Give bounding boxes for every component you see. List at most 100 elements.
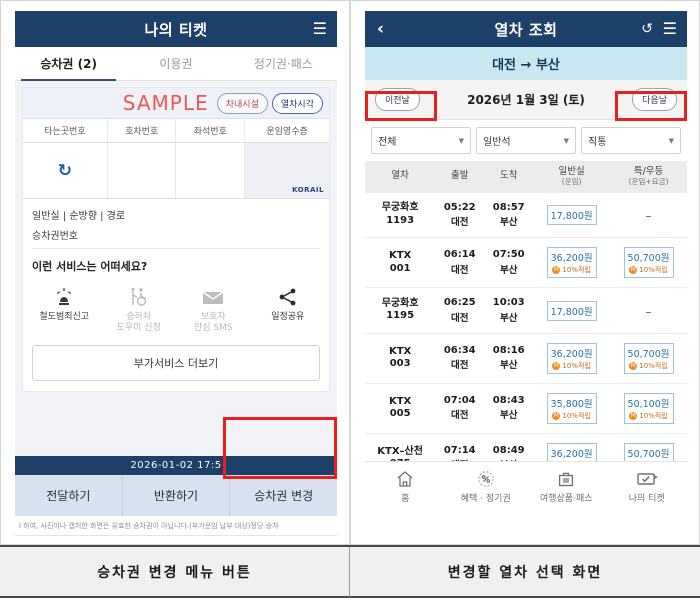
train-number: 005 bbox=[389, 408, 411, 420]
nav-travel[interactable]: 여행상품·패스 bbox=[526, 467, 607, 504]
train-schedule-button[interactable]: 열차시각 bbox=[271, 92, 323, 114]
cell-platform[interactable]: ↻ bbox=[23, 142, 108, 199]
page-title: 나의 티켓 bbox=[144, 20, 208, 39]
cell-arrival: 10:03 부산 bbox=[484, 287, 534, 334]
refresh-icon[interactable]: ↻ bbox=[57, 160, 73, 181]
chevron-down-icon: ▼ bbox=[458, 136, 464, 145]
service-share-schedule[interactable]: 일정공유 bbox=[251, 282, 326, 335]
cell-special-fare: – bbox=[610, 192, 687, 239]
filter-route-type-value: 직통 bbox=[588, 137, 607, 148]
arrival-station: 부산 bbox=[499, 264, 518, 276]
refresh-icon[interactable]: ↺ bbox=[641, 21, 653, 37]
caption-right: 변경할 열차 선택 화면 bbox=[350, 547, 700, 598]
fare-amount: 17,800원 bbox=[550, 306, 593, 318]
train-results-table: 열차 출발 도착 일반실 (운임) bbox=[365, 161, 687, 484]
cell-receipt[interactable]: KORAIL bbox=[244, 142, 329, 199]
cell-standard-fare[interactable]: 17,800원 bbox=[533, 287, 611, 334]
percent-badge-icon bbox=[446, 467, 527, 491]
more-services-button[interactable]: 부가서비스 더보기 bbox=[32, 344, 320, 381]
nav-benefits-label: 혜택 · 정기권 bbox=[460, 494, 511, 504]
right-app-header: ‹ 열차 조회 ↺ ☰ bbox=[365, 11, 687, 47]
fare-box[interactable]: 50,100원 M 10%적립 bbox=[623, 392, 674, 424]
service-guardian-sms[interactable]: 보호자 안심 SMS bbox=[176, 282, 251, 335]
points-dot-icon: M bbox=[629, 266, 638, 275]
onboard-facility-button[interactable]: 차내시설 bbox=[216, 92, 268, 114]
nav-my-ticket[interactable]: 나의 티켓 bbox=[607, 467, 688, 504]
fare-box[interactable]: 35,800원 M 10%적립 bbox=[546, 392, 597, 424]
ticket-scroll-area[interactable]: SAMPLE 차내시설 열차시각 타는곳번호 호차번호 좌석번호 운임영수증 bbox=[15, 81, 337, 456]
hamburger-icon[interactable]: ☰ bbox=[662, 19, 677, 38]
route-display: 대전 → 부산 bbox=[365, 47, 687, 80]
fare-box[interactable]: 17,800원 bbox=[546, 205, 597, 226]
tab-tickets[interactable]: 승차권 (2) bbox=[15, 47, 122, 81]
filter-route-type[interactable]: 직통 ▼ bbox=[581, 127, 681, 154]
prev-day-button[interactable]: 이전날 bbox=[375, 88, 420, 111]
nav-benefits[interactable]: 혜택 · 정기권 bbox=[446, 467, 527, 504]
screenshot-pair: 나의 티켓 ☰ 승차권 (2) 이용권 정기권·패스 bbox=[0, 0, 700, 545]
cell-train: KTX 001 bbox=[365, 237, 436, 289]
arrival-time: 07:50 bbox=[492, 249, 525, 261]
cell-arrival: 08:43 부산 bbox=[484, 383, 534, 434]
nav-home[interactable]: 홈 bbox=[365, 467, 446, 504]
fare-box[interactable]: 17,800원 bbox=[546, 300, 597, 321]
ticket-table-row: ↻ KORAIL bbox=[23, 142, 329, 199]
table-row[interactable]: KTX 001 06:14 대전 07:50 부산 36,200원 M 10%적립 50,700원… bbox=[365, 237, 687, 289]
suitcase-icon bbox=[526, 467, 607, 491]
arrival-time: 08:16 bbox=[492, 344, 525, 356]
departure-station: 대전 bbox=[450, 360, 469, 372]
refund-ticket-button[interactable]: 반환하기 bbox=[123, 475, 231, 516]
wheelchair-assist-icon bbox=[102, 282, 177, 312]
hamburger-icon[interactable]: ☰ bbox=[312, 19, 327, 38]
tab-commuter-label: 정기권·패스 bbox=[253, 57, 313, 71]
col-car: 호차번호 bbox=[107, 118, 177, 143]
chevron-left-icon[interactable]: ‹ bbox=[377, 18, 385, 39]
nav-my-ticket[interactable]: 나의 티켓 bbox=[257, 541, 338, 544]
cell-train: 무궁화호 1195 bbox=[365, 287, 436, 334]
cell-special-fare[interactable]: 50,100원 M 10%적립 bbox=[610, 383, 687, 434]
cell-standard-fare[interactable]: 35,800원 M 10%적립 bbox=[533, 383, 611, 434]
filter-train-type[interactable]: 전체 ▼ bbox=[371, 127, 471, 154]
tab-passes[interactable]: 이용권 bbox=[122, 47, 229, 80]
table-row[interactable]: KTX 003 06:34 대전 08:16 부산 36,200원 M 10%적립 50,700원… bbox=[365, 333, 687, 384]
nav-home-label: 홈 bbox=[401, 494, 410, 504]
service-crime-report[interactable]: 철도범죄신고 bbox=[27, 282, 102, 335]
page-title: 열차 조회 bbox=[494, 20, 558, 39]
arrival-station: 부산 bbox=[499, 410, 518, 422]
nav-travel[interactable]: 여행상품·패스 bbox=[176, 541, 257, 544]
percent-badge-icon bbox=[96, 541, 177, 544]
arrival-time: 08:43 bbox=[492, 394, 525, 406]
filter-seat-class[interactable]: 일반석 ▼ bbox=[476, 127, 576, 154]
nav-home[interactable]: 홈 bbox=[15, 541, 96, 544]
nav-benefits[interactable]: 혜택 · 정기권 bbox=[96, 541, 177, 544]
fare-amount: 35,800원 bbox=[550, 398, 593, 410]
cell-standard-fare[interactable]: 17,800원 bbox=[533, 192, 611, 239]
table-row[interactable]: 무궁화호 1193 05:22 대전 08:57 부산 17,800원 – bbox=[365, 192, 687, 239]
envelope-icon bbox=[176, 282, 251, 312]
transfer-ticket-button[interactable]: 전달하기 bbox=[15, 475, 123, 516]
train-table-header-row: 열차 출발 도착 일반실 (운임) bbox=[365, 161, 687, 193]
next-day-button[interactable]: 다음날 bbox=[632, 88, 677, 111]
suitcase-icon bbox=[176, 541, 257, 544]
cell-departure: 07:04 대전 bbox=[435, 383, 485, 434]
departure-station: 대전 bbox=[450, 217, 469, 229]
tab-commuter[interactable]: 정기권·패스 bbox=[230, 47, 337, 80]
right-phone-screen: ‹ 열차 조회 ↺ ☰ 대전 → 부산 이전날 2026년 1월 3일 (토) … bbox=[365, 11, 687, 536]
table-row[interactable]: 무궁화호 1195 06:25 대전 10:03 부산 17,800원 – bbox=[365, 287, 687, 334]
cell-departure: 06:14 대전 bbox=[435, 237, 485, 289]
service-boarding-assist[interactable]: 승하차 도우미 신청 bbox=[102, 282, 177, 335]
ticket-card[interactable]: SAMPLE 차내시설 열차시각 타는곳번호 호차번호 좌석번호 운임영수증 bbox=[22, 87, 330, 392]
chevron-down-icon: ▼ bbox=[668, 136, 674, 145]
change-ticket-button[interactable]: 승차권 변경 bbox=[254, 489, 314, 503]
table-row[interactable]: KTX 005 07:04 대전 08:43 부산 35,800원 M 10%적립 50,100원… bbox=[365, 383, 687, 434]
